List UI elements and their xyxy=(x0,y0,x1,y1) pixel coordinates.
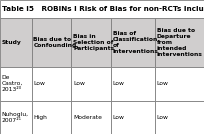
Text: Low: Low xyxy=(33,81,45,86)
Bar xyxy=(111,100,155,134)
Bar xyxy=(0,0,204,18)
Bar xyxy=(155,67,204,100)
Text: Low: Low xyxy=(157,115,169,120)
Text: Moderate: Moderate xyxy=(73,115,102,120)
Bar xyxy=(111,18,155,67)
Bar xyxy=(71,100,111,134)
Bar xyxy=(0,100,32,134)
Bar xyxy=(32,67,71,100)
Text: Nuhoglu,
2007²¹: Nuhoglu, 2007²¹ xyxy=(2,112,29,123)
Bar xyxy=(71,18,111,67)
Bar xyxy=(0,67,32,100)
Text: High: High xyxy=(33,115,47,120)
Text: Low: Low xyxy=(113,115,125,120)
Bar xyxy=(155,100,204,134)
Bar xyxy=(0,18,32,67)
Bar xyxy=(71,67,111,100)
Text: Study: Study xyxy=(2,40,21,45)
Text: Low: Low xyxy=(113,81,125,86)
Bar xyxy=(111,67,155,100)
Text: Bias of
Classification
of
Interventions: Bias of Classification of Interventions xyxy=(113,31,159,54)
Bar xyxy=(32,18,71,67)
Text: Bias due to
Confounding: Bias due to Confounding xyxy=(33,37,76,48)
Text: Bias due to
Departure
from
intended
interventions: Bias due to Departure from intended inte… xyxy=(157,28,203,57)
Bar xyxy=(32,100,71,134)
Text: Bias in
Selection of
Participants: Bias in Selection of Participants xyxy=(73,34,114,51)
Text: De
Castro,
2013²⁰: De Castro, 2013²⁰ xyxy=(2,75,23,92)
Bar xyxy=(155,18,204,67)
Text: Low: Low xyxy=(157,81,169,86)
Text: Low: Low xyxy=(73,81,85,86)
Text: Table I5   ROBINs I Risk of Bias for non-RCTs Included for S: Table I5 ROBINs I Risk of Bias for non-R… xyxy=(2,6,204,12)
